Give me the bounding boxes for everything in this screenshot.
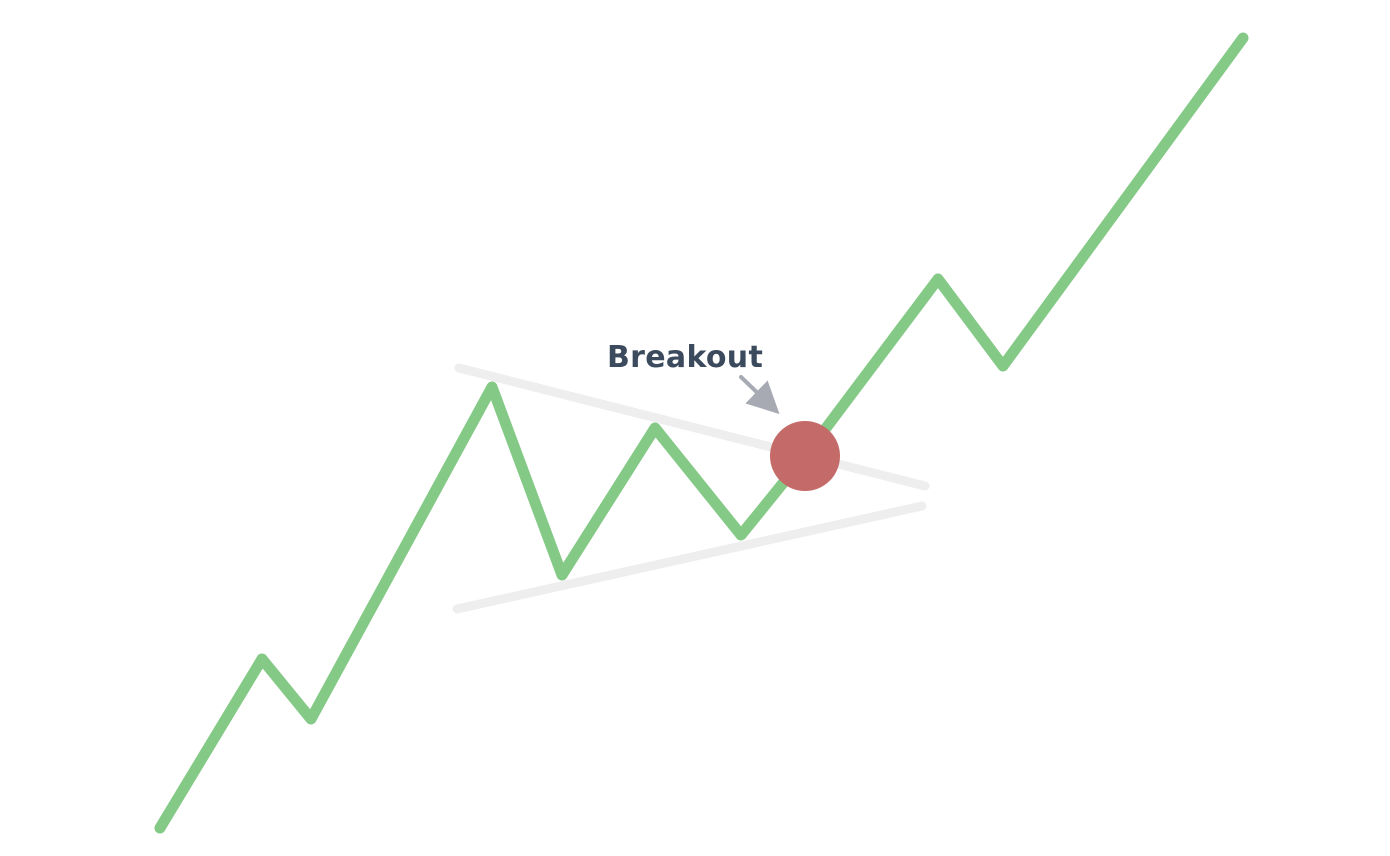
breakout-marker (770, 421, 840, 491)
upper-trendline (454, 363, 930, 491)
lower-trendline (452, 501, 927, 614)
breakout-label: Breakout (607, 340, 763, 375)
breakout-arrow (739, 375, 780, 415)
price-line (154, 32, 1249, 834)
